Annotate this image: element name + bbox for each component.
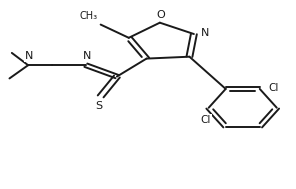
Text: S: S xyxy=(96,101,103,111)
Text: Cl: Cl xyxy=(268,83,279,93)
Text: O: O xyxy=(156,10,165,20)
Text: N: N xyxy=(83,51,91,61)
Text: Cl: Cl xyxy=(200,115,211,125)
Text: N: N xyxy=(200,28,209,38)
Text: CH₃: CH₃ xyxy=(80,11,98,21)
Text: N: N xyxy=(25,51,33,61)
